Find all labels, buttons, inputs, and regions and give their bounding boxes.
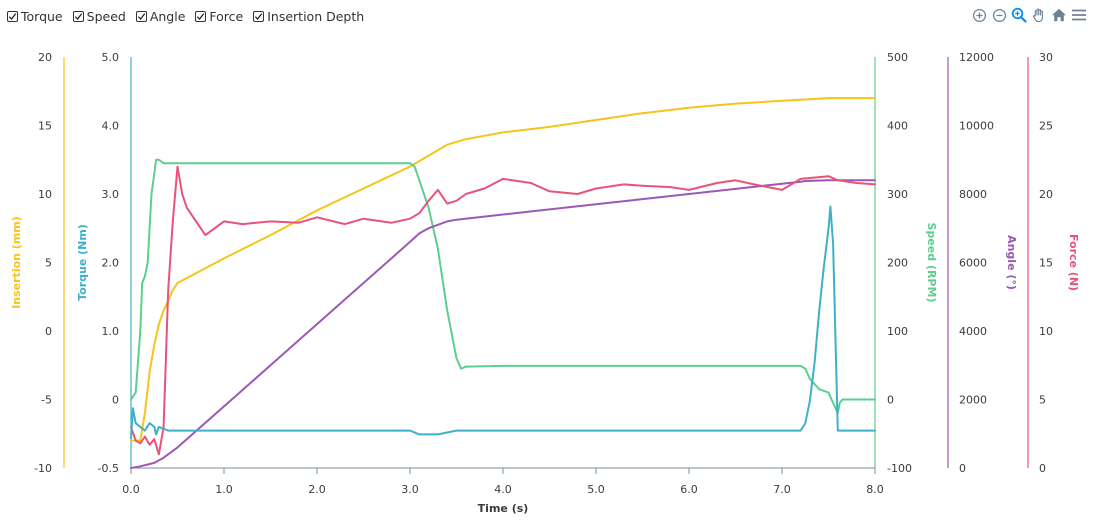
torque-tick-label: 5.0 (102, 51, 120, 64)
selection-zoom-icon[interactable] (1009, 5, 1029, 25)
insertion-axis-title: Insertion (mm) (10, 216, 23, 309)
legend-item-angle[interactable]: Angle (135, 9, 186, 24)
angle-tick-label: 0 (959, 462, 966, 475)
series-line-torque (130, 205, 876, 440)
speed-axis-title: Speed (RPM) (925, 223, 938, 303)
force-axis-title: Force (N) (1067, 234, 1080, 291)
force-tick-label: 10 (1039, 325, 1053, 338)
series-line-angle (130, 179, 876, 469)
legend-label: Insertion Depth (267, 9, 365, 24)
legend-item-torque[interactable]: Torque (7, 9, 63, 24)
series-line-insertion-depth (130, 97, 876, 442)
angle-tick-label: 6000 (959, 257, 987, 270)
torque-axis-title: Torque (Nm) (76, 224, 89, 301)
torque-tick-label: 2.0 (102, 257, 120, 270)
series-legend: Torque Speed Angle Force Insertion Depth (7, 9, 374, 24)
series-line-force (130, 165, 876, 456)
legend-item-force[interactable]: Force (195, 9, 243, 24)
legend-item-speed[interactable]: Speed (72, 9, 126, 24)
angle-tick-label: 10000 (959, 120, 994, 133)
force-tick-label: 30 (1039, 51, 1053, 64)
x-axis-title: Time (s) (478, 502, 529, 515)
pan-hand-icon[interactable] (1029, 5, 1049, 25)
insertion-tick-label: -10 (34, 462, 52, 475)
angle-tick-label: 12000 (959, 51, 994, 64)
x-tick-label: 3.0 (401, 483, 419, 496)
speed-tick-label: 200 (887, 257, 908, 270)
angle-tick-label: 8000 (959, 188, 987, 201)
speed-tick-label: 0 (887, 394, 894, 407)
speed-tick-label: -100 (887, 462, 912, 475)
legend-label: Speed (86, 9, 126, 24)
force-tick-label: 20 (1039, 188, 1053, 201)
chart-toolbar (969, 5, 1089, 25)
menu-icon[interactable] (1069, 5, 1089, 25)
x-tick-label: 8.0 (866, 483, 884, 496)
force-tick-label: 15 (1039, 257, 1053, 270)
x-tick-label: 6.0 (680, 483, 698, 496)
torque-tick-label: -0.5 (98, 462, 119, 475)
insertion-tick-label: 10 (38, 188, 52, 201)
checkbox-icon[interactable] (7, 11, 18, 22)
insertion-tick-label: 5 (45, 257, 52, 270)
x-tick-label: 4.0 (494, 483, 512, 496)
force-tick-label: 25 (1039, 120, 1053, 133)
x-tick-label: 0.0 (122, 483, 140, 496)
checkbox-icon[interactable] (195, 11, 207, 22)
torque-tick-label: 1.0 (102, 325, 120, 338)
zoom-out-icon[interactable] (989, 5, 1009, 25)
angle-axis-title: Angle (°) (1005, 235, 1018, 290)
insertion-tick-label: 20 (38, 51, 52, 64)
angle-tick-label: 2000 (959, 394, 987, 407)
checkbox-icon[interactable] (135, 11, 147, 22)
insertion-tick-label: 0 (45, 325, 52, 338)
insertion-tick-label: -5 (41, 394, 52, 407)
checkbox-icon[interactable] (253, 11, 265, 22)
legend-label: Angle (149, 9, 186, 24)
x-tick-label: 1.0 (215, 483, 233, 496)
x-tick-label: 2.0 (308, 483, 326, 496)
speed-tick-label: 100 (887, 325, 908, 338)
torque-tick-label: 0 (112, 394, 119, 407)
angle-tick-label: 4000 (959, 325, 987, 338)
series-line-speed (130, 158, 876, 415)
speed-tick-label: 500 (887, 51, 908, 64)
speed-tick-label: 300 (887, 188, 908, 201)
x-tick-label: 7.0 (773, 483, 791, 496)
zoom-in-icon[interactable] (969, 5, 989, 25)
x-tick-label: 5.0 (587, 483, 605, 496)
checkbox-icon[interactable] (72, 11, 84, 22)
force-tick-label: 5 (1039, 394, 1046, 407)
legend-label: Force (209, 9, 244, 24)
torque-tick-label: 4.0 (102, 120, 120, 133)
legend-label: Torque (21, 9, 63, 24)
torque-tick-label: 3.0 (102, 188, 120, 201)
home-reset-icon[interactable] (1049, 5, 1069, 25)
speed-tick-label: 400 (887, 120, 908, 133)
insertion-tick-label: 15 (38, 120, 52, 133)
force-tick-label: 0 (1039, 462, 1046, 475)
legend-item-insertion-depth[interactable]: Insertion Depth (253, 9, 364, 24)
